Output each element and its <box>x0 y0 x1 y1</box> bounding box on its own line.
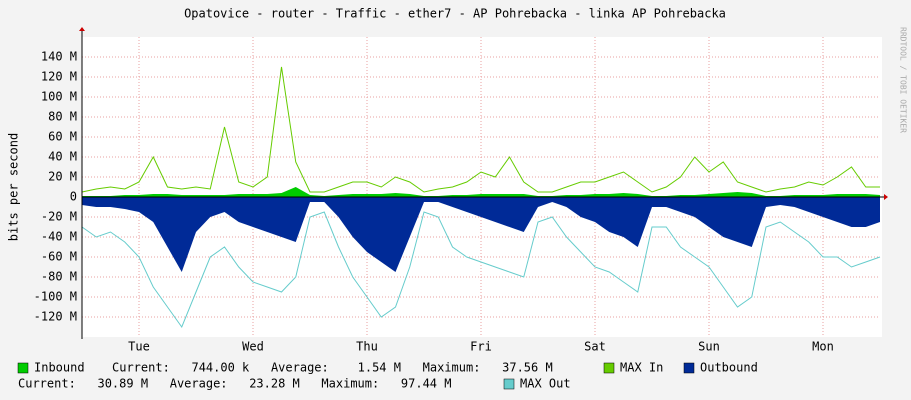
legend-stats: Current: 744.00 k Average: 1.54 M Maximu… <box>112 361 553 375</box>
y-tick-label: 0 <box>70 190 77 204</box>
x-tick-label: Mon <box>812 340 834 354</box>
x-tick-label: Sat <box>584 340 606 354</box>
y-axis-label: bits per second <box>7 133 21 241</box>
series-area <box>82 197 880 272</box>
y-tick-label: -20 M <box>41 210 77 224</box>
y-tick-label: 140 M <box>41 50 77 64</box>
y-tick-label: 80 M <box>48 110 77 124</box>
legend-swatch <box>503 378 515 390</box>
watermark: RRDTOOL / TOBI OETIKER <box>899 27 908 133</box>
x-tick-label: Thu <box>356 340 378 354</box>
x-tick-label: Tue <box>128 340 150 354</box>
y-tick-label: 100 M <box>41 90 77 104</box>
y-tick-label: -80 M <box>41 270 77 284</box>
x-tick-label: Wed <box>242 340 264 354</box>
legend-stats: Current: 30.89 M Average: 23.28 M Maximu… <box>18 377 451 391</box>
y-tick-label: -100 M <box>34 290 77 304</box>
x-tick-label: Sun <box>698 340 720 354</box>
y-tick-label: 40 M <box>48 150 77 164</box>
y-tick-label: 120 M <box>41 70 77 84</box>
y-tick-label: -60 M <box>41 250 77 264</box>
y-tick-label: -40 M <box>41 230 77 244</box>
legend-label: MAX In <box>620 361 663 375</box>
axis-arrow <box>79 27 85 31</box>
legend-swatch <box>603 362 615 374</box>
y-tick-label: -120 M <box>34 310 77 324</box>
legend-label: Inbound <box>34 361 85 375</box>
legend-swatch <box>17 362 29 374</box>
legend-swatch <box>683 362 695 374</box>
legend-label: Outbound <box>700 361 758 375</box>
series-area <box>82 187 880 197</box>
legend-label: MAX Out <box>520 377 571 391</box>
axis-arrow <box>884 194 888 200</box>
series-line <box>81 211 881 329</box>
y-tick-label: 60 M <box>48 130 77 144</box>
y-tick-label: 20 M <box>48 170 77 184</box>
x-tick-label: Fri <box>470 340 492 354</box>
plot-area <box>82 37 882 337</box>
series-line <box>81 66 880 193</box>
chart-title: Opatovice - router - Traffic - ether7 - … <box>184 7 726 21</box>
